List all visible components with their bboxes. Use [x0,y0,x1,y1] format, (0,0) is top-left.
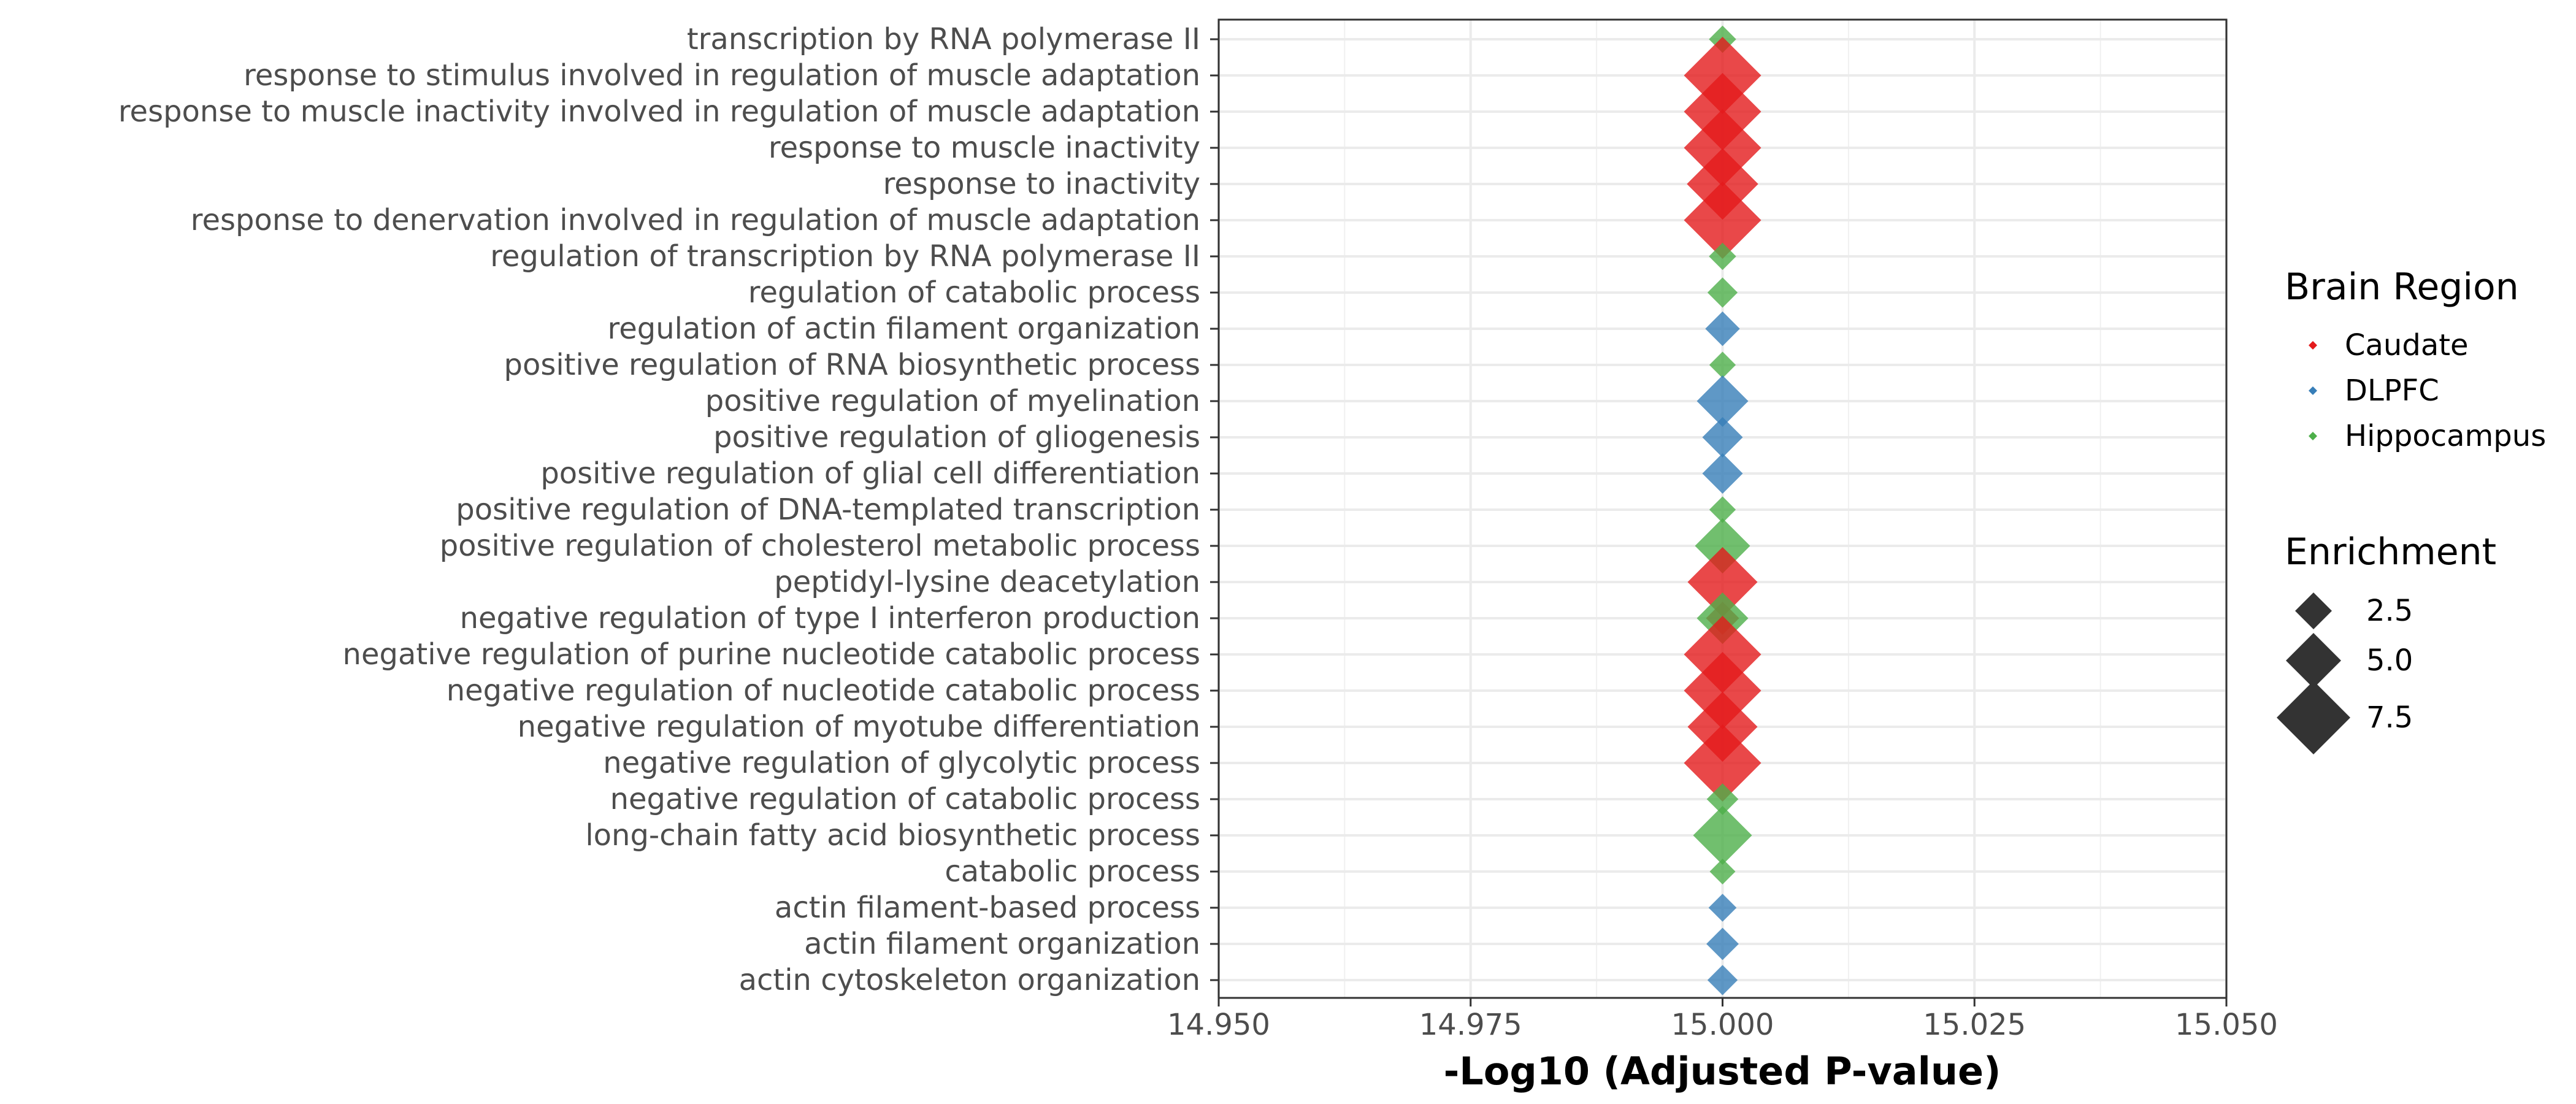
x-tick-label: 14.950 [1167,1008,1270,1042]
legend-key-caudate [2309,341,2317,350]
y-tick-label: regulation of transcription by RNA polym… [490,239,1200,274]
data-point-hippocampus [1695,518,1750,573]
y-tick-label: response to denervation involved in regu… [191,203,1200,237]
legend: Brain Region Caudate DLPFC Hippocampus Enr… [2277,266,2546,754]
x-tick-label: 15.000 [1671,1008,1774,1042]
color-legend: Caudate DLPFC Hippocampus [2309,328,2546,453]
x-tick-label: 15.025 [1923,1008,2026,1042]
y-tick-label: negative regulation of type I interferon… [460,601,1200,635]
data-point-caudate [1684,109,1761,186]
y-tick-label: transcription by RNA polymerase II [687,22,1200,56]
x-axis-title: -Log10 (Adjusted P-value) [1444,1049,2001,1094]
x-axis: 14.950 14.975 15.000 15.025 15.050 [1167,998,2278,1042]
y-tick-label: negative regulation of catabolic process [610,782,1200,816]
data-point-hippocampus [1709,242,1736,270]
data-point-dlpfc [1702,417,1743,458]
y-tick-label: actin filament-based process [775,891,1200,925]
y-tick-label: negative regulation of purine nucleotide… [343,637,1200,672]
data-point-dlpfc [1705,311,1740,347]
legend-size-label: 7.5 [2366,700,2413,735]
data-point-dlpfc [1706,927,1739,960]
legend-size-key [2295,592,2332,629]
data-point-dlpfc [1707,965,1738,995]
y-tick-label: positive regulation of myelination [705,384,1200,418]
legend-title-brain-region: Brain Region [2285,266,2519,309]
data-point-caudate [1687,547,1758,617]
legend-title-enrichment: Enrichment [2285,531,2496,573]
x-tick-label: 15.050 [2175,1008,2278,1042]
y-tick-label: peptidyl-lysine deacetylation [774,565,1200,599]
y-axis-labels: transcription by RNA polymerase IIrespon… [118,22,1219,997]
y-tick-label: actin cytoskeleton organization [739,963,1200,997]
y-tick-label: positive regulation of DNA-templated tra… [456,493,1200,527]
y-tick-label: catabolic process [945,854,1200,889]
data-point-hippocampus [1707,277,1738,308]
y-tick-label: negative regulation of glycolytic proces… [603,746,1200,780]
y-tick-label: long-chain fatty acid biosynthetic proce… [585,818,1200,853]
data-point-hippocampus [1706,783,1739,815]
legend-size-key [2277,681,2350,754]
data-point-caudate [1684,652,1761,729]
y-tick-label: response to muscle inactivity involved i… [118,94,1200,129]
y-tick-label: negative regulation of nucleotide catabo… [447,673,1200,708]
y-tick-label: response to stimulus involved in regulat… [243,58,1200,93]
y-tick-label: response to inactivity [883,167,1200,201]
legend-key-dlpfc [2309,386,2317,395]
legend-size-label: 2.5 [2366,594,2413,628]
data-point-hippocampus [1693,806,1752,865]
legend-size-label: 5.0 [2366,643,2413,678]
y-tick-label: regulation of actin filament organizatio… [608,312,1200,346]
y-tick-label: negative regulation of myotube different… [518,710,1200,744]
data-point-hippocampus [1709,859,1736,884]
size-legend: 2.5 5.0 7.5 [2277,592,2413,754]
y-tick-label: response to muscle inactivity [769,131,1200,165]
x-tick-label: 14.975 [1419,1008,1522,1042]
legend-key-hippocampus [2309,432,2317,440]
data-point-caudate [1684,182,1761,259]
data-point-caudate [1684,724,1761,802]
data-points [1684,25,1761,995]
y-tick-label: positive regulation of RNA biosynthetic … [504,348,1201,382]
data-point-dlpfc [1708,894,1737,922]
y-tick-label: regulation of catabolic process [748,275,1200,310]
data-point-hippocampus [1709,496,1736,523]
y-tick-label: actin filament organization [804,927,1200,961]
data-point-dlpfc [1696,375,1749,427]
y-tick-label: positive regulation of cholesterol metab… [440,529,1200,563]
y-tick-label: positive regulation of glial cell differ… [540,456,1200,491]
y-tick-label: positive regulation of gliogenesis [713,420,1200,454]
data-point-hippocampus [1709,351,1736,378]
legend-label: Hippocampus [2345,419,2546,453]
data-point-dlpfc [1702,453,1743,494]
legend-label: DLPFC [2345,374,2439,408]
legend-size-key [2286,633,2341,688]
legend-label: Caudate [2345,328,2469,362]
